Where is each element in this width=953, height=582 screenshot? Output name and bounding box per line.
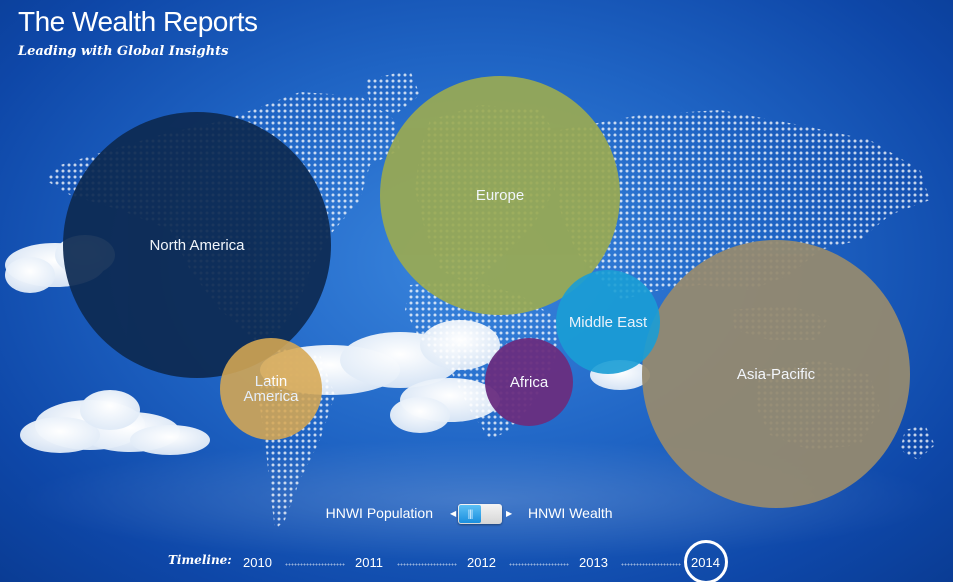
region-label: Europe — [475, 187, 525, 204]
region-bubble-asia-pacific[interactable]: Asia-Pacific — [642, 240, 910, 508]
region-label: North America — [149, 236, 245, 254]
toggle-label-population[interactable]: HNWI Population — [325, 505, 433, 521]
toggle-knob-grip-icon[interactable]: ||| — [459, 505, 481, 523]
arrow-left-icon: ◀ — [450, 509, 457, 518]
timeline-year-2014[interactable]: 2014 — [691, 555, 720, 570]
timeline-connector — [285, 563, 345, 566]
timeline-year-2012[interactable]: 2012 — [467, 555, 496, 570]
timeline-year-2011[interactable]: 2011 — [355, 555, 383, 570]
region-label: Asia-Pacific — [736, 365, 816, 383]
region-label: Middle East — [568, 313, 648, 331]
region-bubble-north-america[interactable]: North America — [63, 112, 331, 378]
region-bubble-latin-america[interactable]: Latin America — [220, 338, 322, 440]
timeline-connector — [621, 563, 681, 566]
region-label: Africa — [509, 373, 549, 391]
timeline-year-2013[interactable]: 2013 — [579, 555, 608, 570]
toggle-label-wealth[interactable]: HNWI Wealth — [528, 505, 613, 521]
timeline-active-indicator — [684, 540, 728, 582]
metric-toggle: HNWI Population ◀ ||| ▶ HNWI Wealth — [0, 502, 953, 526]
timeline-connector — [397, 563, 457, 566]
timeline-label: Timeline: — [168, 553, 232, 567]
timeline-year-2010[interactable]: 2010 — [243, 555, 272, 570]
region-bubble-middle-east[interactable]: Middle East — [556, 270, 660, 374]
region-label: Latin America — [243, 373, 299, 405]
timeline-connector — [509, 563, 569, 566]
region-bubble-europe[interactable]: Europe — [380, 76, 620, 315]
region-bubble-africa[interactable]: Africa — [485, 338, 573, 426]
arrow-right-icon: ▶ — [506, 509, 513, 518]
page-subtitle: Leading with Global Insights — [18, 44, 229, 59]
toggle-switch[interactable]: ||| — [458, 504, 502, 524]
page-title: The Wealth Reports — [18, 6, 258, 37]
timeline: Timeline: 2010 2011 2012 2013 2014 — [0, 540, 953, 582]
